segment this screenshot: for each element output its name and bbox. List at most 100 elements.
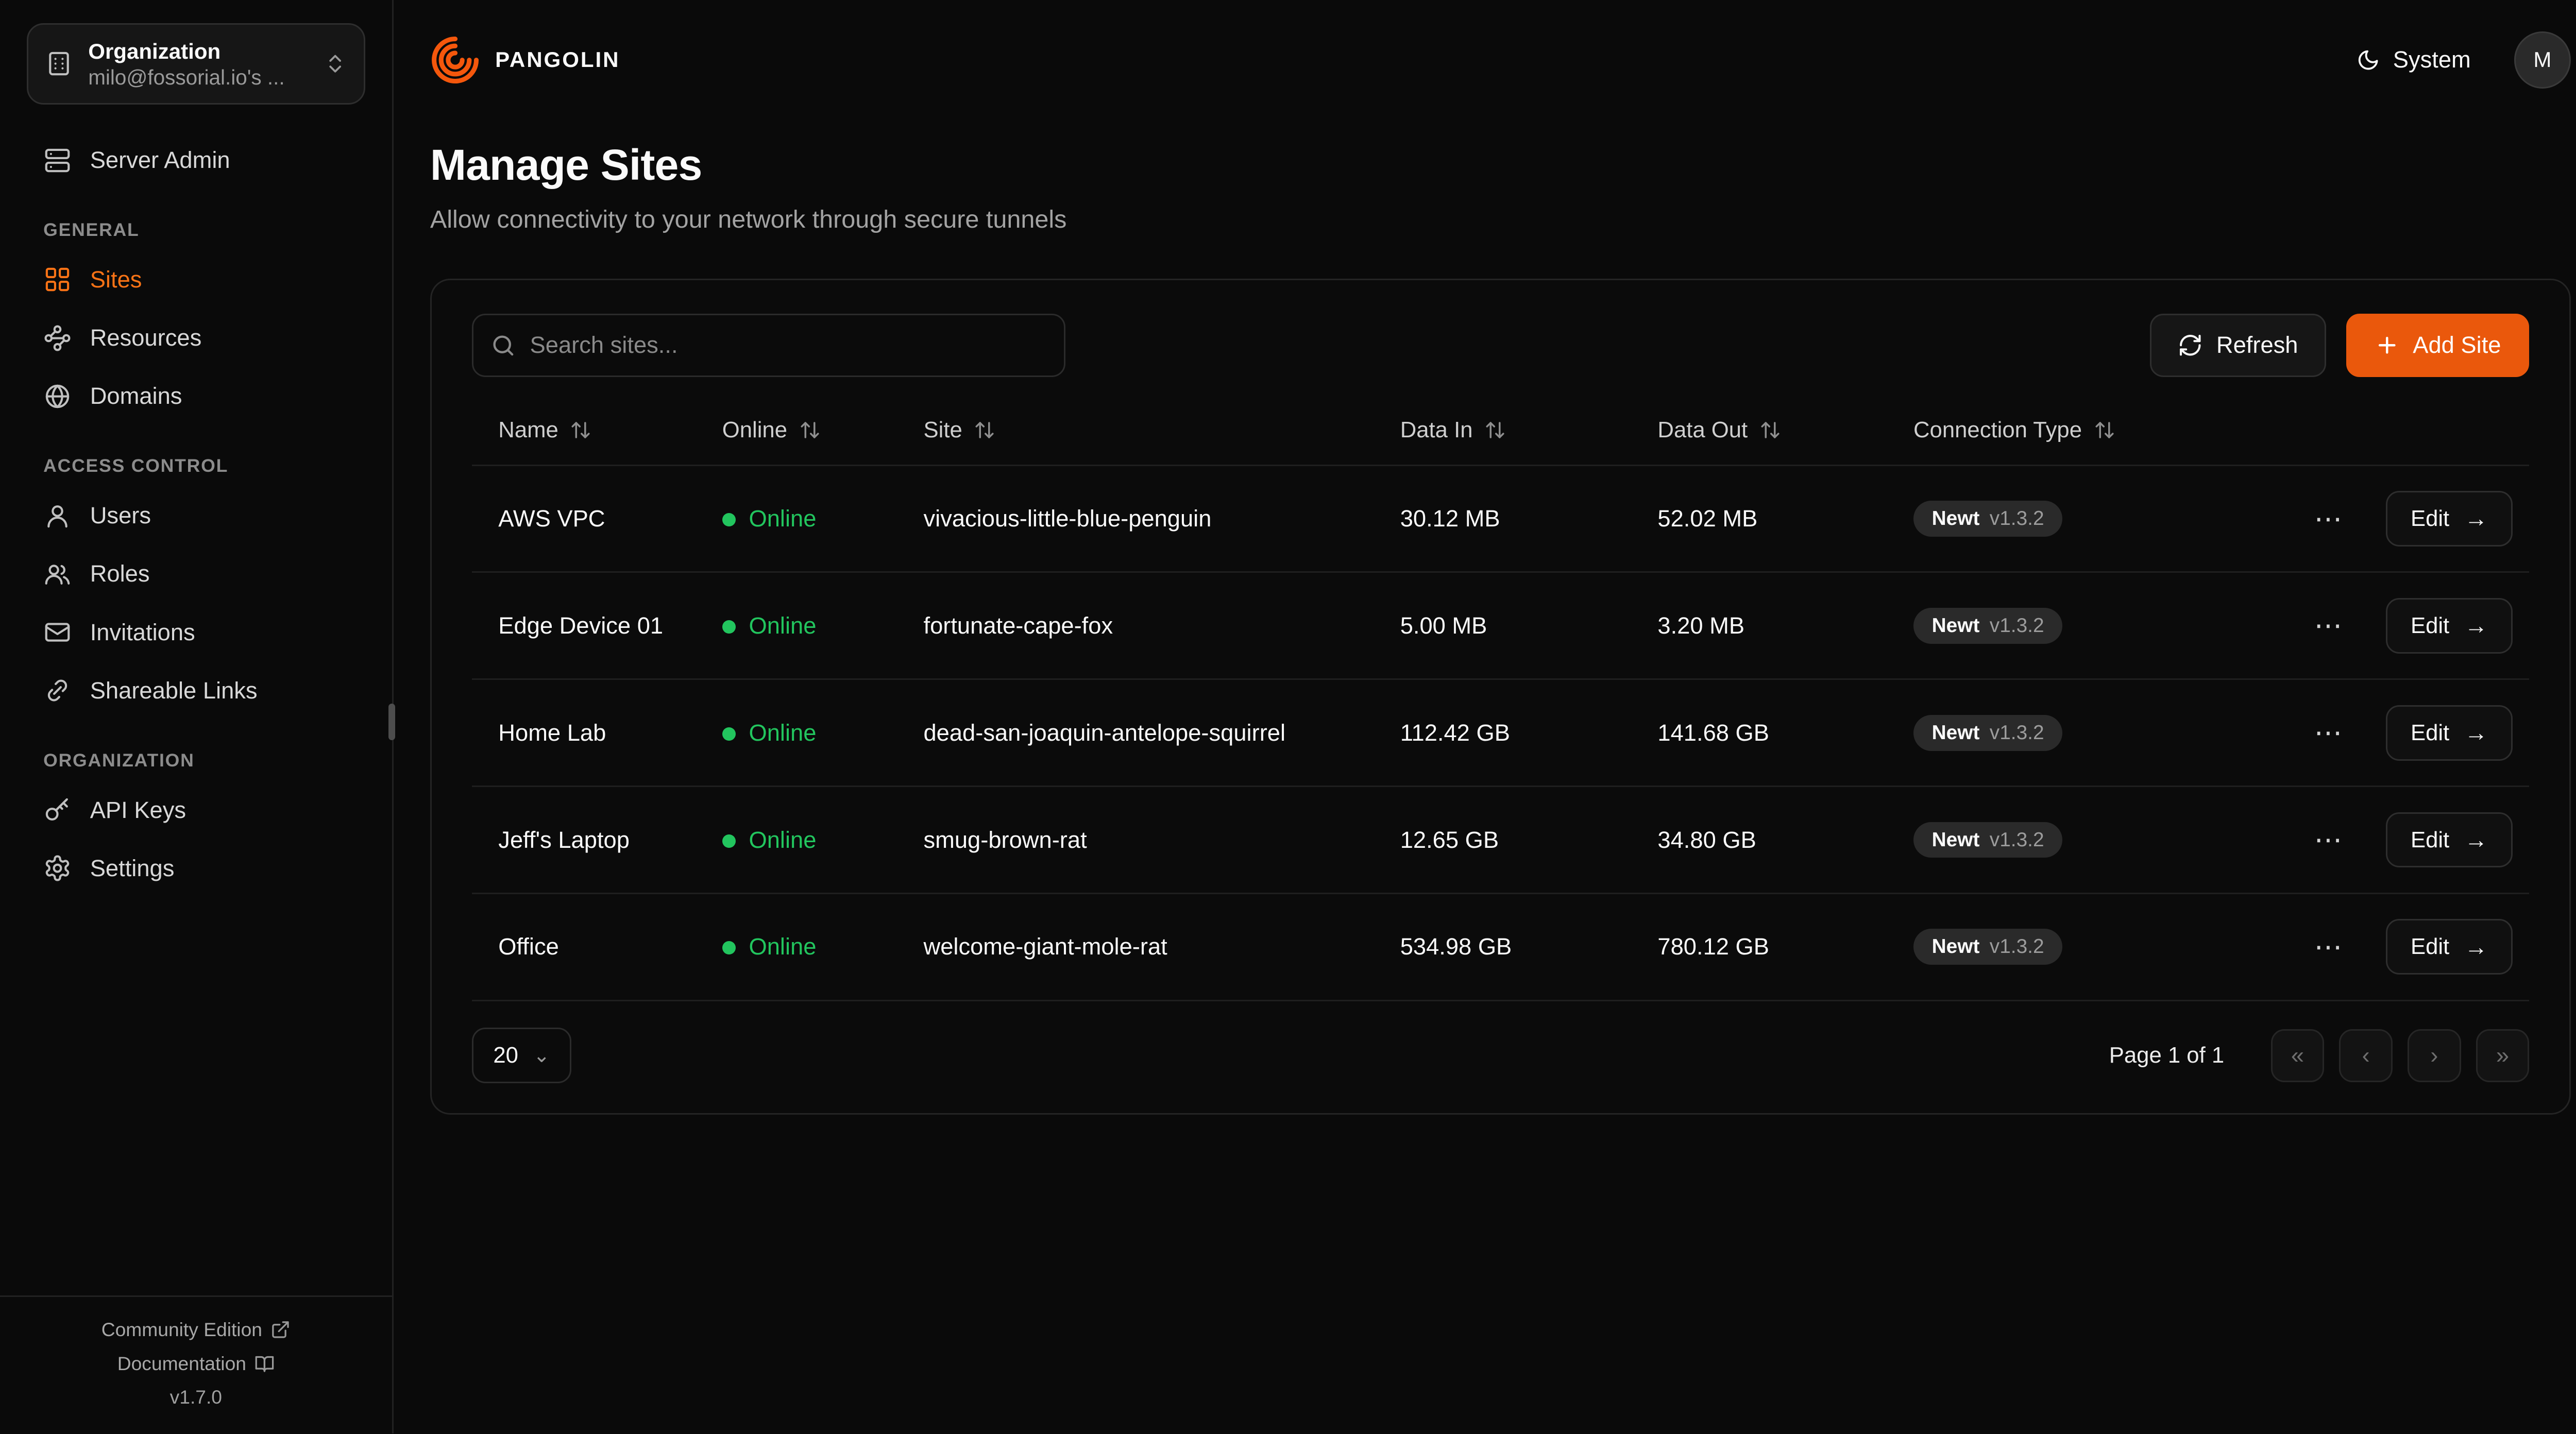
site-name-cell: AWS VPC xyxy=(471,465,706,573)
arrow-right-icon: → xyxy=(2464,612,2488,639)
pagination-first-button[interactable]: « xyxy=(2270,1029,2325,1083)
external-link-icon xyxy=(272,1321,289,1338)
sidebar-item-shareable-links[interactable]: Shareable Links xyxy=(27,663,365,718)
sidebar-item-settings[interactable]: Settings xyxy=(27,841,365,896)
sidebar-item-label: Settings xyxy=(90,855,175,881)
sidebar-item-label: Domains xyxy=(90,383,182,409)
ellipsis-icon: ⋯ xyxy=(2314,716,2343,749)
sidebar-item-server-admin[interactable]: Server Admin xyxy=(27,133,365,188)
sidebar-resize-handle[interactable] xyxy=(388,703,396,740)
arrow-right-icon: → xyxy=(2464,505,2488,532)
page-size-select[interactable]: 20 ⌄ xyxy=(471,1028,572,1084)
edit-button[interactable]: Edit → xyxy=(2385,705,2513,761)
edit-button[interactable]: Edit → xyxy=(2385,812,2513,868)
sort-online[interactable]: Online xyxy=(722,417,821,443)
sidebar-item-label: Roles xyxy=(90,560,150,587)
sites-table: Name Online Site Data In Data Out Connec… xyxy=(471,400,2530,1001)
arrow-right-icon: → xyxy=(2464,933,2488,960)
table-row[interactable]: Home Lab Online dead-san-joaquin-antelop… xyxy=(471,679,2530,788)
page-info: Page 1 of 1 xyxy=(2109,1043,2225,1068)
documentation-link[interactable]: Documentation xyxy=(16,1353,375,1375)
pagination-prev-button[interactable]: ‹ xyxy=(2339,1029,2393,1083)
avatar-initial: M xyxy=(2533,47,2552,72)
arrow-right-icon: → xyxy=(2464,720,2488,746)
edit-button[interactable]: Edit → xyxy=(2385,919,2513,975)
table-row[interactable]: AWS VPC Online vivacious-little-blue-pen… xyxy=(471,465,2530,573)
table-footer: 20 ⌄ Page 1 of 1 « ‹ › » xyxy=(471,1028,2530,1084)
arrow-right-icon: → xyxy=(2464,826,2488,853)
sidebar-item-users[interactable]: Users xyxy=(27,488,365,543)
sort-name[interactable]: Name xyxy=(498,417,591,443)
sidebar-item-invitations[interactable]: Invitations xyxy=(27,605,365,660)
edit-button[interactable]: Edit → xyxy=(2385,598,2513,654)
sidebar-item-label: Users xyxy=(90,502,151,529)
chevron-right-icon: › xyxy=(2430,1042,2438,1069)
row-actions: ⋯ Edit → xyxy=(2304,705,2513,761)
row-menu-button[interactable]: ⋯ xyxy=(2304,498,2352,540)
pangolin-logo-icon xyxy=(431,36,479,83)
site-name-cell: Office xyxy=(471,893,706,1001)
pagination-last-button[interactable]: » xyxy=(2476,1029,2530,1083)
book-open-icon xyxy=(255,1356,274,1372)
sites-toolbar: Refresh Add Site xyxy=(471,313,2530,377)
row-menu-button[interactable]: ⋯ xyxy=(2304,712,2352,754)
community-edition-link[interactable]: Community Edition xyxy=(16,1319,375,1341)
table-row[interactable]: Office Online welcome-giant-mole-rat 534… xyxy=(471,893,2530,1001)
connection-type-cell: Newt v1.3.2 xyxy=(1896,572,2287,680)
table-row[interactable]: Edge Device 01 Online fortunate-cape-fox… xyxy=(471,572,2530,680)
sidebar-item-resources[interactable]: Resources xyxy=(27,311,365,366)
search-wrap xyxy=(471,313,1065,377)
sort-site[interactable]: Site xyxy=(923,417,995,443)
sidebar-item-roles[interactable]: Roles xyxy=(27,547,365,602)
search-input[interactable] xyxy=(471,313,1065,377)
waypoints-icon xyxy=(44,325,71,351)
theme-toggle-button[interactable]: System xyxy=(2340,33,2487,87)
online-status-cell: Online xyxy=(705,786,907,894)
data-in-cell: 12.65 GB xyxy=(1383,786,1641,894)
topbar: PANGOLIN System M xyxy=(394,0,2576,120)
sort-icon xyxy=(975,421,994,438)
org-switcher[interactable]: Organization milo@fossorial.io's ... xyxy=(26,23,365,105)
sidebar-item-sites[interactable]: Sites xyxy=(27,252,365,307)
sort-data-out[interactable]: Data Out xyxy=(1657,417,1781,443)
online-status-dot xyxy=(722,834,736,848)
row-menu-button[interactable]: ⋯ xyxy=(2304,926,2352,968)
gear-icon xyxy=(45,855,70,881)
add-site-button[interactable]: Add Site xyxy=(2346,313,2530,377)
edit-button[interactable]: Edit → xyxy=(2385,491,2513,547)
documentation-label: Documentation xyxy=(117,1352,246,1374)
sites-card: Refresh Add Site Name Online Site Data I… xyxy=(430,279,2571,1115)
row-actions: ⋯ Edit → xyxy=(2304,491,2513,547)
sort-data-in[interactable]: Data In xyxy=(1400,417,1506,443)
table-row[interactable]: Jeff's Laptop Online smug-brown-rat 12.6… xyxy=(471,786,2530,894)
sidebar-item-api-keys[interactable]: API Keys xyxy=(27,782,365,838)
connection-type-cell: Newt v1.3.2 xyxy=(1896,786,2287,894)
org-switcher-text: Organization milo@fossorial.io's ... xyxy=(88,38,309,90)
brand[interactable]: PANGOLIN xyxy=(430,35,620,85)
org-subtitle: milo@fossorial.io's ... xyxy=(88,65,285,89)
refresh-button[interactable]: Refresh xyxy=(2149,313,2327,377)
server-icon xyxy=(45,148,70,172)
app-version: v1.7.0 xyxy=(170,1386,223,1408)
row-menu-button[interactable]: ⋯ xyxy=(2304,605,2352,646)
online-status-dot xyxy=(722,620,736,634)
online-status-dot xyxy=(722,941,736,955)
sidebar-item-label: Shareable Links xyxy=(90,677,258,704)
online-status-label: Online xyxy=(749,826,817,853)
sidebar: Organization milo@fossorial.io's ... Ser… xyxy=(0,0,396,1433)
pagination-next-button[interactable]: › xyxy=(2408,1029,2461,1083)
grid-icon xyxy=(45,268,70,292)
sidebar-item-domains[interactable]: Domains xyxy=(27,369,365,424)
sort-connection-type[interactable]: Connection Type xyxy=(1913,417,2115,443)
sidebar-item-label: Invitations xyxy=(90,619,195,645)
row-actions: ⋯ Edit → xyxy=(2304,598,2513,654)
online-status-label: Online xyxy=(749,719,817,746)
avatar[interactable]: M xyxy=(2514,31,2571,89)
online-status-cell: Online xyxy=(705,679,907,788)
sidebar-section-general: GENERAL xyxy=(43,219,140,240)
row-menu-button[interactable]: ⋯ xyxy=(2304,819,2352,861)
user-icon xyxy=(47,505,67,527)
link-icon xyxy=(47,679,67,702)
site-id-cell: fortunate-cape-fox xyxy=(907,572,1384,680)
